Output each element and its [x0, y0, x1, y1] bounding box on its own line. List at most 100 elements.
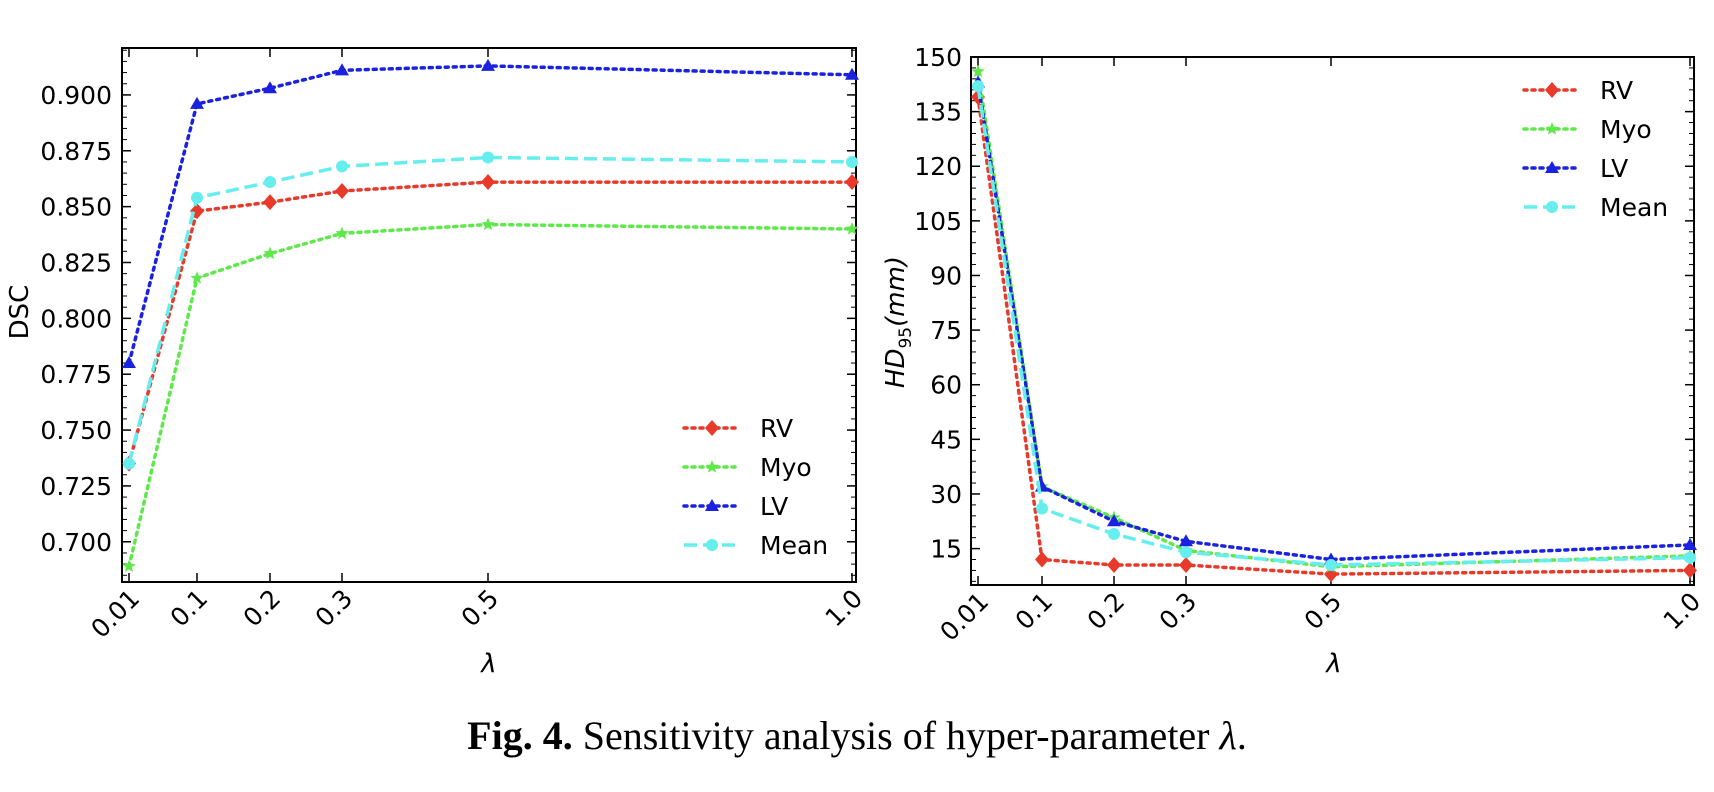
y-tick-label: 105: [914, 207, 962, 236]
data-point: [191, 191, 203, 204]
y-tick-label: 75: [930, 316, 962, 345]
data-point: [1107, 514, 1121, 527]
data-point: [972, 80, 984, 93]
x-axis-ticks: 0.01 0.1 0.2 0.3 0.5 1.0: [85, 48, 868, 644]
chart-panel-2: 15 30 45 60 75 90 105 120 135 150 0.01 0.1 0.2 0.3 0.5…: [881, 43, 1706, 679]
series-lv: [971, 75, 1697, 565]
legend-marker: [705, 499, 719, 511]
y-tick-label: 45: [930, 425, 962, 454]
legend-item: LV: [682, 492, 788, 521]
series-line: [976, 95, 1692, 576]
legend-label: Mean: [1600, 193, 1668, 222]
data-point: [1324, 566, 1338, 583]
x-tick-label: 0.5: [1299, 587, 1348, 636]
data-point: [1683, 537, 1697, 550]
data-point: [1179, 556, 1193, 573]
plot-frame: [121, 47, 857, 583]
data-point: [335, 63, 349, 76]
series-line: [127, 155, 853, 465]
series-mean: [123, 151, 858, 470]
legend-marker: [705, 420, 719, 436]
data-point: [1179, 534, 1193, 547]
legend-marker: [1545, 122, 1559, 135]
legend-item: Myo: [682, 453, 812, 482]
legend-item: RV: [1522, 76, 1633, 105]
legend: RV Myo LV Mean: [1522, 76, 1668, 222]
legend: RV Myo LV Mean: [682, 414, 828, 560]
x-tick-label: 0.01: [934, 587, 994, 647]
x-tick-label: 1.0: [1658, 587, 1707, 636]
legend-marker: [705, 460, 719, 473]
x-tick-label: 0.3: [310, 584, 359, 633]
y-tick-label: 0.850: [40, 193, 112, 222]
y-tick-label: 0.900: [40, 81, 112, 110]
y-axis-ticks: 15 30 45 60 75 90 105 120 135 150: [914, 43, 1694, 582]
legend-label: Myo: [760, 453, 812, 482]
y-tick-label: 15: [930, 535, 962, 564]
series-rv: [122, 174, 859, 472]
series-line: [127, 64, 854, 365]
data-point: [1683, 562, 1697, 579]
data-point: [481, 174, 495, 191]
legend-label: Mean: [760, 531, 828, 560]
legend-item: Myo: [1522, 115, 1652, 144]
y-tick-label: 30: [930, 480, 962, 509]
series-line: [976, 80, 1692, 562]
x-tick-label: 0.5: [456, 584, 505, 633]
data-point: [123, 457, 135, 470]
x-axis-label: λ: [1324, 649, 1341, 679]
series-lv: [122, 58, 859, 369]
series-myo: [971, 64, 1697, 573]
y-tick-label: 0.725: [40, 472, 112, 501]
caption-label: Fig. 4.: [467, 713, 573, 758]
series-rv: [971, 89, 1697, 583]
legend-label: RV: [760, 414, 793, 443]
y-tick-label: 120: [914, 152, 962, 181]
x-axis-label: λ: [479, 649, 496, 679]
x-tick-label: 0.3: [1154, 587, 1203, 636]
chart-panel-1: 0.700 0.725 0.750 0.775 0.800 0.825 0.850 0.875…: [5, 47, 868, 679]
data-point: [336, 160, 348, 173]
data-point: [335, 182, 349, 199]
x-tick-label: 0.2: [1082, 587, 1131, 636]
y-tick-label: 0.875: [40, 137, 112, 166]
data-point: [264, 176, 276, 189]
y-tick-label: 0.825: [40, 248, 112, 277]
y-tick-label: 0.800: [40, 304, 112, 333]
y-tick-label: 60: [930, 371, 962, 400]
x-tick-label: 0.01: [85, 584, 145, 644]
x-tick-label: 1.0: [820, 584, 869, 633]
y-axis-label: HD95(mm): [881, 256, 916, 388]
data-point: [1684, 551, 1696, 564]
data-point: [482, 151, 494, 164]
legend-item: Mean: [1524, 193, 1668, 222]
series-line: [127, 222, 854, 569]
data-point: [263, 81, 277, 94]
data-point: [1107, 556, 1121, 573]
data-point: [122, 356, 136, 369]
legend-label: LV: [760, 492, 788, 521]
y-tick-label: 90: [930, 261, 962, 290]
data-point: [481, 58, 495, 71]
data-point: [971, 64, 985, 78]
data-point: [190, 271, 204, 284]
data-point: [845, 174, 859, 191]
x-tick-label: 0.1: [165, 584, 214, 633]
data-point: [263, 194, 277, 211]
data-point: [263, 246, 277, 260]
data-point: [846, 155, 858, 168]
legend-item: LV: [1522, 154, 1628, 183]
series-line: [976, 69, 1692, 569]
x-tick-label: 0.2: [238, 584, 287, 633]
caption-text: Sensitivity analysis of hyper-parameter: [582, 713, 1220, 758]
y-tick-label: 0.775: [40, 360, 112, 389]
caption-end: .: [1236, 713, 1247, 758]
data-point: [845, 67, 859, 80]
legend-marker: [1545, 161, 1559, 173]
legend-label: LV: [1600, 154, 1628, 183]
legend-label: RV: [1600, 76, 1633, 105]
data-point: [1036, 502, 1048, 515]
data-point: [1035, 551, 1049, 568]
data-point: [335, 226, 349, 240]
